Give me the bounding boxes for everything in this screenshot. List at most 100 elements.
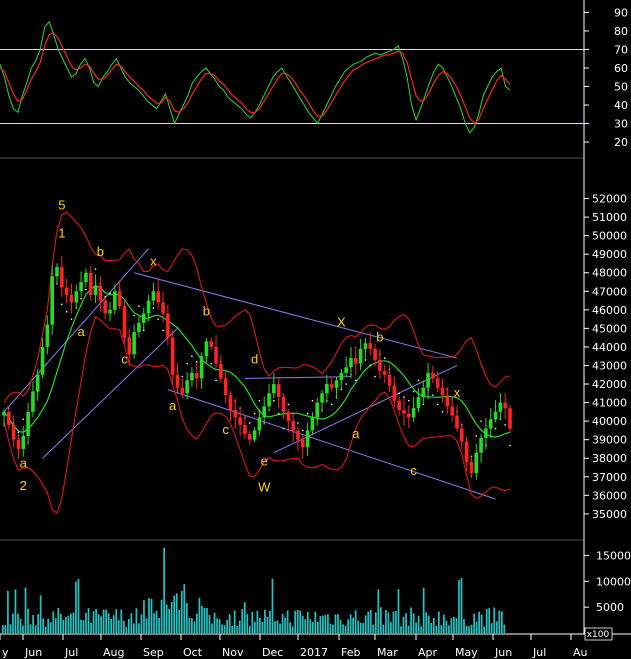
rsi-tick-label: 50 xyxy=(614,80,628,93)
volume-bar xyxy=(128,619,130,633)
volume-bar xyxy=(216,618,218,633)
candle-body xyxy=(353,358,358,364)
volume-bar xyxy=(226,620,228,633)
rsi-panel xyxy=(0,20,584,134)
rsi-tick-label: 80 xyxy=(614,25,628,38)
volume-bar xyxy=(269,610,271,633)
candle-body xyxy=(455,415,459,429)
volume-bar xyxy=(218,619,221,633)
volume-bar xyxy=(203,607,206,633)
volume-bar xyxy=(281,613,284,633)
candle-body xyxy=(156,291,161,303)
volume-bar xyxy=(130,613,133,633)
candle-body xyxy=(325,384,329,394)
x-tick-label: 2017 xyxy=(300,646,328,659)
volume-bar xyxy=(254,621,256,633)
indicator-dot xyxy=(374,375,376,378)
indicator-dot xyxy=(142,329,145,332)
volume-bar xyxy=(201,606,203,633)
volume-bar xyxy=(34,625,37,633)
candle-body xyxy=(74,291,79,303)
indicator-dot xyxy=(109,292,111,294)
candle-body xyxy=(243,424,247,435)
rsi-tick-label: 60 xyxy=(614,62,628,75)
indicator-dot xyxy=(191,355,193,358)
volume-bar xyxy=(27,608,29,633)
volume-bar xyxy=(133,623,135,633)
x-tick-label: Jun xyxy=(494,646,512,659)
volume-bar xyxy=(183,584,186,633)
candle-body xyxy=(286,411,291,422)
indicator-dot xyxy=(157,318,160,320)
candle-body xyxy=(26,411,30,436)
volume-bar xyxy=(357,620,360,633)
volume-bar xyxy=(299,610,302,633)
volume-bar xyxy=(450,618,453,633)
volume-bar xyxy=(432,618,435,633)
volume-bar xyxy=(42,618,45,633)
volume-bar xyxy=(143,600,145,633)
volume-bar xyxy=(352,617,354,633)
volume-bar xyxy=(364,615,367,633)
volume-bar xyxy=(332,624,334,633)
price-tick-label: 35000 xyxy=(592,508,627,521)
volume-bar xyxy=(458,580,460,633)
trend-channel-line xyxy=(244,376,351,379)
volume-bar xyxy=(155,610,158,633)
indicator-dot xyxy=(277,412,280,415)
candle-body xyxy=(79,282,83,292)
candle-body xyxy=(2,411,6,416)
axis-labels: 90 80 70 60 50 40 30 20 52000 51000 50000 49000 4800… xyxy=(0,6,631,659)
volume-bar xyxy=(264,609,266,633)
volume-bar xyxy=(435,625,438,633)
candle-body xyxy=(233,410,238,418)
volume-bar xyxy=(191,618,193,633)
volume-bar xyxy=(115,609,118,633)
volume-bar xyxy=(211,623,213,633)
candle-body xyxy=(175,374,180,388)
volume-bar xyxy=(223,625,226,633)
candle-body xyxy=(291,421,295,431)
candle-body xyxy=(474,452,479,474)
volume-bar xyxy=(422,587,425,633)
volume-bar xyxy=(22,625,24,633)
volume-bar xyxy=(367,611,370,633)
volume-bar xyxy=(185,603,188,633)
volume-bar xyxy=(107,613,110,633)
candle-body xyxy=(219,363,223,379)
candle-body xyxy=(373,348,377,360)
candle-body xyxy=(40,346,45,375)
candle-body xyxy=(146,300,151,314)
volume-bar xyxy=(117,620,120,633)
moving-average-line xyxy=(3,284,511,438)
volume-bar xyxy=(241,608,244,633)
volume-bar xyxy=(7,590,9,633)
volume-bar xyxy=(4,625,7,633)
candle-body xyxy=(93,285,98,295)
volume-bar xyxy=(485,608,488,633)
volume-bar xyxy=(443,614,445,633)
volume-unit-box xyxy=(584,627,613,641)
volume-bar xyxy=(14,589,17,633)
candle-body xyxy=(113,291,117,310)
candle-body xyxy=(45,324,50,347)
indicator-dot xyxy=(311,399,314,402)
volume-bar xyxy=(9,624,12,633)
x-tick-label: Feb xyxy=(341,646,360,659)
volume-bar xyxy=(87,608,90,633)
candle-body xyxy=(50,276,54,325)
volume-bar xyxy=(39,595,42,633)
volume-bar xyxy=(259,617,261,633)
candle-body xyxy=(103,300,107,314)
volume-bar xyxy=(296,610,299,633)
candle-body xyxy=(397,400,401,410)
volume-bar xyxy=(208,614,211,633)
volume-bar xyxy=(374,612,377,633)
candle-body xyxy=(257,417,262,431)
volume-bar xyxy=(448,625,450,633)
volume-bar xyxy=(138,623,140,633)
candle-body xyxy=(151,291,156,301)
indicator-dot xyxy=(398,392,400,395)
price-tick-label: 36000 xyxy=(592,489,627,502)
indicator-dot xyxy=(301,429,304,432)
